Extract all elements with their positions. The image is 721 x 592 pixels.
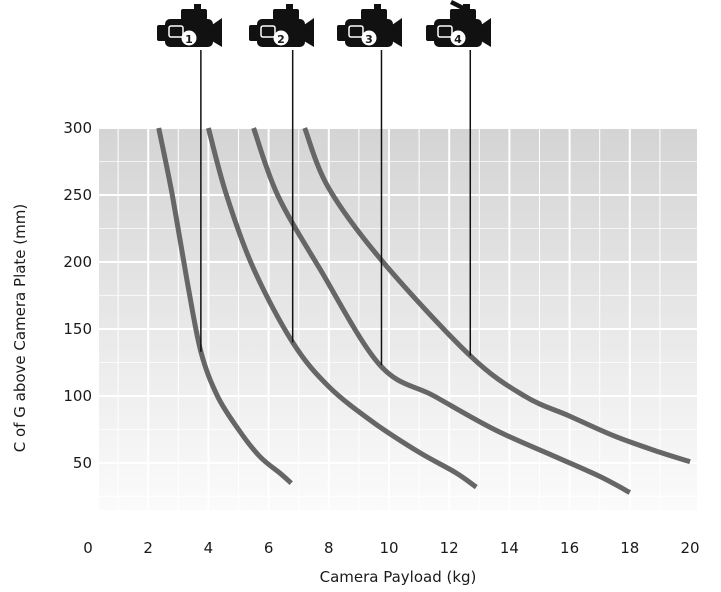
marker-badge bbox=[450, 30, 466, 46]
x-tick-label: 16 bbox=[560, 539, 579, 557]
marker-badge bbox=[361, 30, 377, 46]
x-tick-label: 6 bbox=[264, 539, 274, 557]
series-line-2 bbox=[205, 127, 478, 490]
y-tick-label: 200 bbox=[63, 253, 92, 271]
x-axis-label: Camera Payload (kg) bbox=[320, 568, 477, 586]
marker-layer: 1 2 3 4 bbox=[157, 0, 491, 366]
series-line-4 bbox=[302, 127, 691, 465]
video-camera-icon: 1 bbox=[157, 4, 222, 47]
video-camera-icon: 3 bbox=[337, 4, 402, 47]
x-tick-label: 14 bbox=[500, 539, 519, 557]
x-tick-label: 10 bbox=[379, 539, 398, 557]
x-tick-label: 4 bbox=[204, 539, 214, 557]
y-tick-label: 150 bbox=[63, 320, 92, 338]
marker-badge bbox=[181, 30, 197, 46]
video-camera-icon: 2 bbox=[249, 4, 314, 47]
x-tick-label: 2 bbox=[143, 539, 153, 557]
video-camera-icon: 4 bbox=[426, 0, 491, 47]
series-layer bbox=[156, 127, 691, 495]
y-tick-label: 250 bbox=[63, 186, 92, 204]
marker-badge bbox=[273, 30, 289, 46]
marker-number-label: 3 bbox=[365, 33, 373, 46]
x-tick-label: 0 bbox=[83, 539, 93, 557]
series-line-1 bbox=[156, 127, 293, 485]
x-tick-label: 20 bbox=[680, 539, 699, 557]
series-line-3 bbox=[251, 127, 631, 495]
x-tick-label: 12 bbox=[440, 539, 459, 557]
y-axis-label: C of G above Camera Plate (mm) bbox=[11, 204, 29, 452]
y-tick-label: 50 bbox=[73, 454, 92, 472]
y-tick-label: 100 bbox=[63, 387, 92, 405]
y-tick-label: 300 bbox=[63, 119, 92, 137]
marker-number-label: 1 bbox=[185, 33, 193, 46]
marker-number-label: 2 bbox=[277, 33, 285, 46]
marker-number-label: 4 bbox=[454, 33, 462, 46]
tick-layer: 0 2 4 6 8 10 12 14 16 18 20 50 100 150 200 250 300 bbox=[63, 119, 699, 557]
x-tick-label: 8 bbox=[324, 539, 334, 557]
grid bbox=[99, 127, 697, 510]
plot-background bbox=[99, 128, 697, 510]
x-tick-label: 18 bbox=[620, 539, 639, 557]
